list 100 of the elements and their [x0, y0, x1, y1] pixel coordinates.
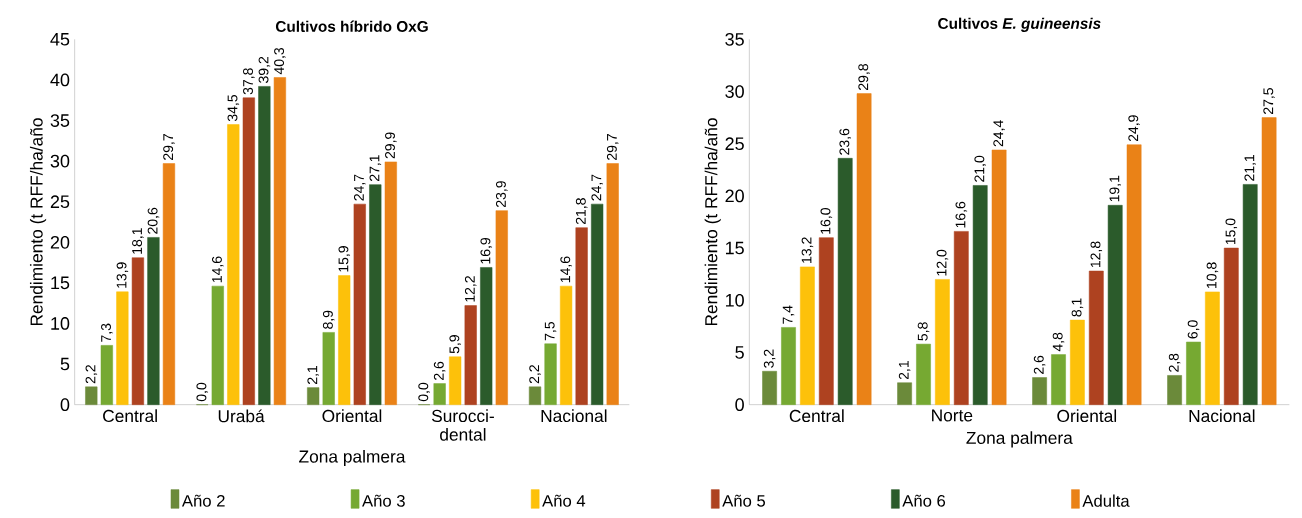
bar — [433, 383, 446, 405]
data-label: 5,8 — [917, 322, 930, 341]
bar — [100, 345, 113, 405]
x-tick-label: Central — [103, 409, 157, 423]
data-label: 5,9 — [449, 335, 461, 354]
bar — [131, 257, 144, 405]
y-axis-title: Rendimiento (t RFF/ha/año — [704, 118, 721, 326]
data-label: 0,0 — [196, 382, 209, 402]
data-label: 20,6 — [147, 207, 160, 234]
bar — [1032, 377, 1047, 405]
bar — [273, 77, 286, 405]
bar — [1070, 319, 1085, 405]
bar — [856, 93, 872, 405]
bar — [258, 86, 271, 405]
y-tick-label: 45 — [50, 33, 70, 46]
legend-label: Año 2 — [181, 494, 225, 507]
bar — [544, 343, 557, 405]
data-label: 40,3 — [274, 47, 286, 75]
bar — [449, 356, 462, 405]
y-tick-label: 5 — [735, 346, 744, 359]
data-label: 2,2 — [529, 365, 541, 384]
data-label: 2,1 — [898, 361, 911, 380]
data-label: 27,1 — [369, 155, 382, 182]
data-label: 34,5 — [227, 94, 240, 122]
x-tick-label: Oriental — [322, 409, 382, 423]
y-tick-label: 35 — [50, 114, 70, 127]
bar — [1205, 291, 1220, 405]
y-tick-label: 0 — [735, 398, 744, 412]
data-label: 23,9 — [495, 181, 508, 207]
data-label: 23,6 — [839, 128, 851, 155]
data-label: 7,3 — [101, 323, 113, 342]
legend-label: Año 6 — [902, 494, 946, 507]
data-label: 6,0 — [1187, 320, 1200, 339]
data-label: 21,0 — [974, 155, 986, 182]
bar — [953, 231, 969, 405]
bar — [1186, 341, 1201, 405]
bar — [147, 237, 160, 405]
y-tick-label: 40 — [50, 73, 70, 87]
bar — [1088, 270, 1104, 405]
data-label: 16,6 — [955, 201, 968, 228]
y-tick-label: 5 — [60, 357, 70, 371]
data-label: 24,7 — [353, 174, 366, 201]
data-label: 7,4 — [782, 305, 795, 324]
data-label: 15,0 — [1225, 218, 1238, 245]
bar — [85, 386, 98, 405]
chart-title: Cultivos E. guineensis — [938, 17, 1101, 32]
data-label: 21,1 — [1244, 154, 1256, 181]
data-label: 2,1 — [307, 365, 319, 384]
bar — [1242, 184, 1258, 405]
bar — [591, 203, 604, 405]
bar — [1223, 247, 1239, 405]
data-label: 14,6 — [560, 256, 572, 283]
data-label: 14,6 — [212, 256, 224, 283]
data-label: 21,8 — [575, 198, 588, 225]
bar — [116, 291, 129, 405]
x-tick-label: Norte — [932, 409, 973, 422]
bar — [353, 203, 366, 405]
bar — [972, 185, 988, 405]
y-tick-label: 35 — [725, 32, 744, 46]
bar — [480, 267, 493, 405]
data-label: 13,9 — [116, 262, 129, 288]
bar — [322, 332, 335, 405]
data-label: 37,8 — [243, 68, 255, 95]
x-axis-title: Zona palmera — [299, 449, 406, 467]
bar — [162, 163, 176, 405]
bar — [227, 124, 240, 405]
y-tick-label: 30 — [50, 154, 70, 168]
bar — [762, 370, 777, 405]
y-tick-label: 0 — [60, 398, 70, 412]
data-label: 16,9 — [480, 237, 493, 264]
bar — [369, 184, 382, 405]
bar — [211, 285, 224, 405]
bar — [1107, 205, 1123, 405]
data-label: 15,9 — [338, 246, 351, 272]
x-tick-label: Nacional — [1189, 409, 1255, 423]
y-tick-label: 15 — [51, 276, 70, 290]
bar — [560, 285, 573, 405]
data-label: 24,9 — [1128, 115, 1140, 142]
bar — [897, 382, 912, 405]
data-label: 29,7 — [163, 134, 175, 160]
bar — [242, 97, 255, 405]
legend-label: Adulta — [1082, 494, 1130, 507]
data-label: 13,2 — [801, 237, 814, 263]
data-label: 2,8 — [1168, 353, 1181, 372]
x-tick-label: Nacional — [541, 409, 607, 423]
data-label: 39,2 — [258, 56, 271, 83]
chart-title: Cultivos híbrido OxG — [275, 20, 428, 32]
y-tick-label: 25 — [725, 137, 744, 151]
data-label: 29,9 — [385, 132, 397, 159]
bar — [384, 161, 397, 405]
data-label: 10,8 — [1206, 262, 1219, 288]
bar — [1167, 375, 1182, 405]
data-label: 8,9 — [322, 310, 335, 329]
data-label: 3,2 — [763, 349, 776, 368]
bar — [606, 163, 619, 405]
data-label: 29,7 — [606, 134, 619, 160]
bar — [495, 210, 508, 405]
bar — [575, 227, 588, 405]
data-label: 2,2 — [85, 365, 98, 384]
bar — [307, 387, 320, 405]
